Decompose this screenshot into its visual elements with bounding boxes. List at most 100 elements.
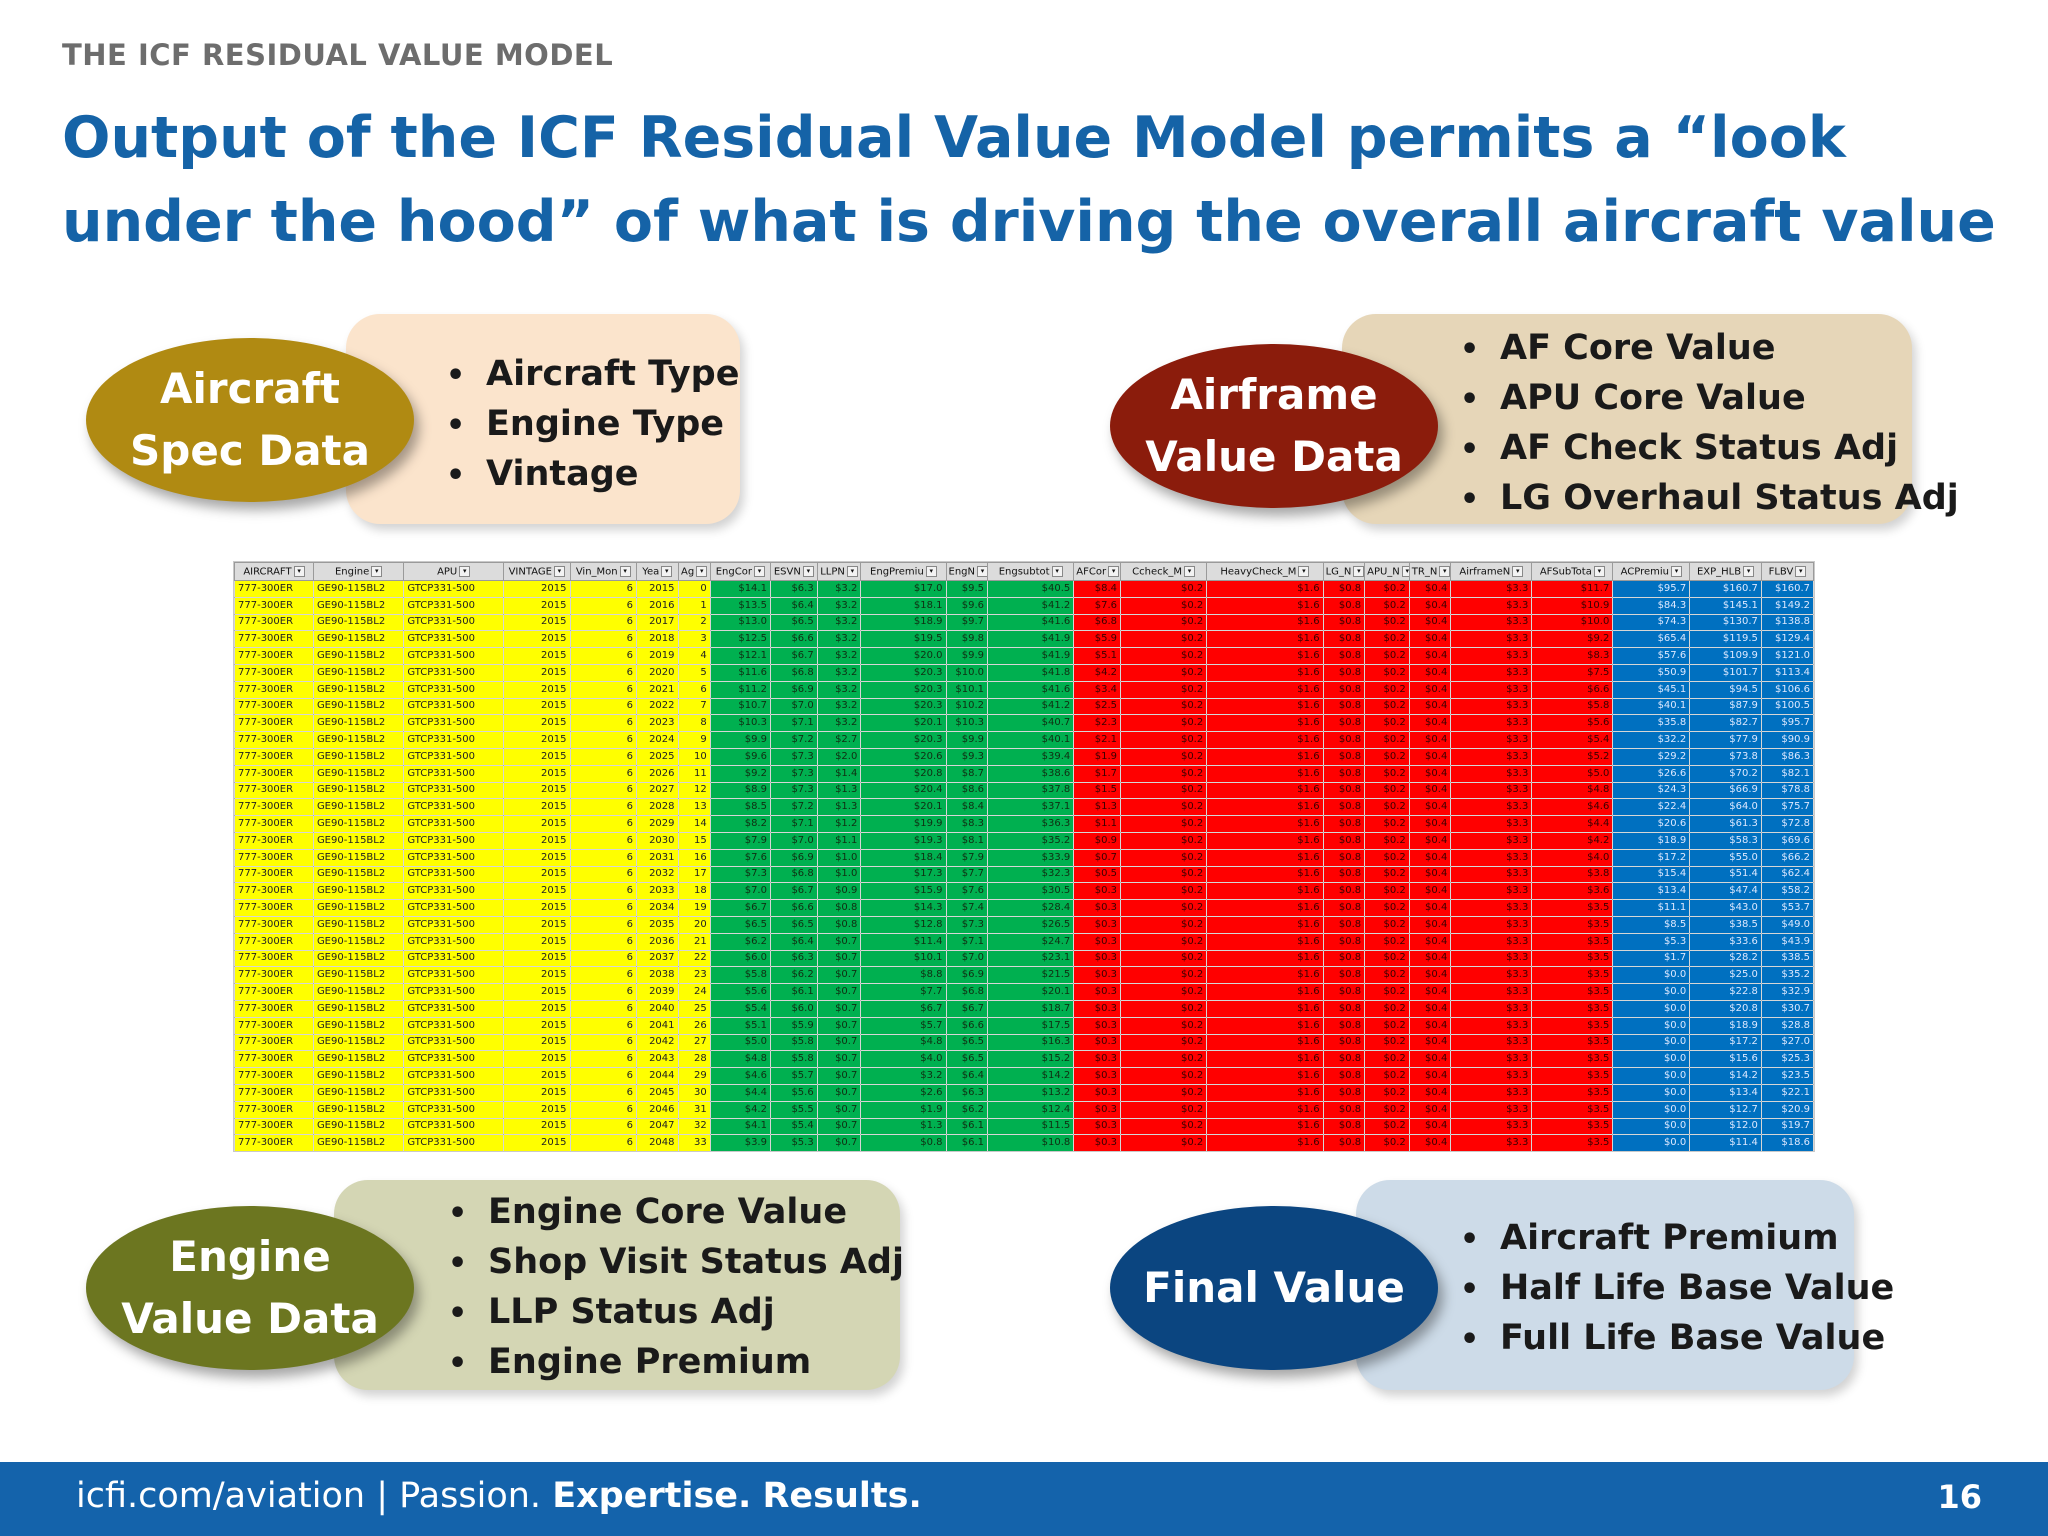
table-cell[interactable]: $41.2 [987,697,1075,716]
table-cell[interactable]: $17.2 [1689,1033,1762,1052]
table-cell[interactable]: $64.0 [1689,798,1762,817]
table-cell[interactable]: 777-300ER [234,831,314,850]
table-cell[interactable]: $1.6 [1206,1050,1324,1069]
table-cell[interactable]: $0.2 [1364,596,1410,615]
table-cell[interactable]: $4.2 [1073,663,1121,682]
table-cell[interactable]: $57.6 [1612,647,1691,665]
table-cell[interactable]: $18.9 [1612,831,1691,850]
table-cell[interactable]: $0.2 [1119,1083,1208,1102]
table-cell[interactable]: 777-300ER [234,1134,314,1151]
table-cell[interactable]: $15.4 [1612,865,1691,884]
table-cell[interactable]: $0.0 [1612,1083,1691,1102]
filter-dropdown-icon[interactable]: ▾ [459,565,471,577]
table-cell[interactable]: GE90-115BL2 [312,697,405,716]
table-cell[interactable]: $3.5 [1531,983,1614,1001]
filter-dropdown-icon[interactable]: ▾ [753,565,765,577]
table-cell[interactable]: $9.2 [1531,630,1614,649]
table-cell[interactable]: 2038 [635,966,679,985]
table-cell[interactable]: $39.4 [987,747,1075,766]
table-cell[interactable]: $5.9 [1073,630,1121,649]
table-cell[interactable]: GTCP331-500 [403,630,505,649]
table-cell[interactable]: 777-300ER [234,915,314,934]
table-cell[interactable]: 31 [677,1100,711,1119]
table-cell[interactable]: 2021 [635,680,679,699]
table-cell[interactable]: 2015 [503,764,571,783]
table-cell[interactable]: $0.8 [1322,1067,1366,1085]
table-cell[interactable]: $38.6 [987,764,1075,783]
table-cell[interactable]: $5.3 [1612,932,1691,951]
table-cell[interactable]: $0.4 [1408,831,1452,850]
table-cell[interactable]: 2015 [503,613,571,632]
table-cell[interactable]: GTCP331-500 [403,764,505,783]
table-cell[interactable]: $106.6 [1760,680,1814,699]
table-cell[interactable]: $3.3 [1450,747,1533,766]
table-cell[interactable]: $0.8 [1322,798,1366,817]
table-cell[interactable]: $0.2 [1364,983,1410,1001]
table-cell[interactable]: $6.5 [945,1050,989,1069]
table-cell[interactable]: $100.5 [1760,697,1814,716]
table-cell[interactable]: $160.7 [1760,580,1814,598]
table-cell[interactable]: $5.1 [709,1016,771,1035]
table-cell[interactable]: $18.9 [860,613,947,632]
table-cell[interactable]: $0.2 [1364,1016,1410,1035]
table-cell[interactable]: $0.2 [1364,697,1410,716]
table-cell[interactable]: $0.2 [1364,731,1410,749]
table-cell[interactable]: $86.3 [1760,747,1814,766]
table-cell[interactable]: $0.8 [1322,731,1366,749]
table-cell[interactable]: 2018 [635,630,679,649]
table-cell[interactable]: $8.3 [945,815,989,833]
table-cell[interactable]: $66.9 [1689,781,1762,800]
table-cell[interactable]: $0.4 [1408,697,1452,716]
table-cell[interactable]: $5.9 [769,1016,818,1035]
table-cell[interactable]: GTCP331-500 [403,697,505,716]
table-cell[interactable]: $4.6 [1531,798,1614,817]
table-cell[interactable]: $0.0 [1612,1050,1691,1069]
table-cell[interactable]: $1.6 [1206,1016,1324,1035]
table-cell[interactable]: $0.0 [1612,1033,1691,1052]
table-cell[interactable]: $0.2 [1364,630,1410,649]
table-cell[interactable]: $0.4 [1408,764,1452,783]
table-cell[interactable]: 777-300ER [234,932,314,951]
table-cell[interactable]: $0.7 [816,1083,862,1102]
table-cell[interactable]: $3.3 [1450,1067,1533,1085]
table-cell[interactable]: 2015 [503,798,571,817]
table-cell[interactable]: $5.8 [709,966,771,985]
table-cell[interactable]: $0.8 [1322,647,1366,665]
table-cell[interactable]: $0.2 [1364,815,1410,833]
table-cell[interactable]: $13.4 [1612,882,1691,901]
table-cell[interactable]: 777-300ER [234,798,314,817]
table-cell[interactable]: 2028 [635,798,679,817]
table-cell[interactable]: $6.1 [945,1134,989,1151]
table-cell[interactable]: GTCP331-500 [403,663,505,682]
table-cell[interactable]: $3.5 [1531,1050,1614,1069]
table-cell[interactable]: $0.2 [1364,915,1410,934]
table-cell[interactable]: 16 [677,848,711,867]
table-cell[interactable]: $0.2 [1364,899,1410,917]
table-cell[interactable]: 2015 [503,1050,571,1069]
table-cell[interactable]: 6 [569,630,637,649]
table-cell[interactable]: $0.2 [1119,815,1208,833]
table-cell[interactable]: $0.8 [1322,915,1366,934]
table-cell[interactable]: $138.8 [1760,613,1814,632]
table-cell[interactable]: $8.2 [709,815,771,833]
table-cell[interactable]: 2035 [635,915,679,934]
table-cell[interactable]: $1.6 [1206,848,1324,867]
table-cell[interactable]: $3.3 [1450,1100,1533,1119]
table-cell[interactable]: 6 [569,613,637,632]
table-cell[interactable]: $8.1 [945,831,989,850]
filter-dropdown-icon[interactable]: ▾ [619,565,631,577]
table-cell[interactable]: $9.5 [945,580,989,598]
table-cell[interactable]: $7.3 [769,781,818,800]
table-cell[interactable]: 2041 [635,1016,679,1035]
table-cell[interactable]: $9.2 [709,764,771,783]
table-cell[interactable]: GE90-115BL2 [312,663,405,682]
table-cell[interactable]: 2015 [503,580,571,598]
table-cell[interactable]: $58.2 [1760,882,1814,901]
table-cell[interactable]: $1.2 [816,815,862,833]
table-cell[interactable]: GTCP331-500 [403,882,505,901]
table-cell[interactable]: $0.8 [1322,663,1366,682]
table-cell[interactable]: 777-300ER [234,1100,314,1119]
filter-dropdown-icon[interactable]: ▾ [661,565,673,577]
filter-dropdown-icon[interactable]: ▾ [1353,565,1364,577]
column-header[interactable]: Ag ▾ [677,562,711,581]
